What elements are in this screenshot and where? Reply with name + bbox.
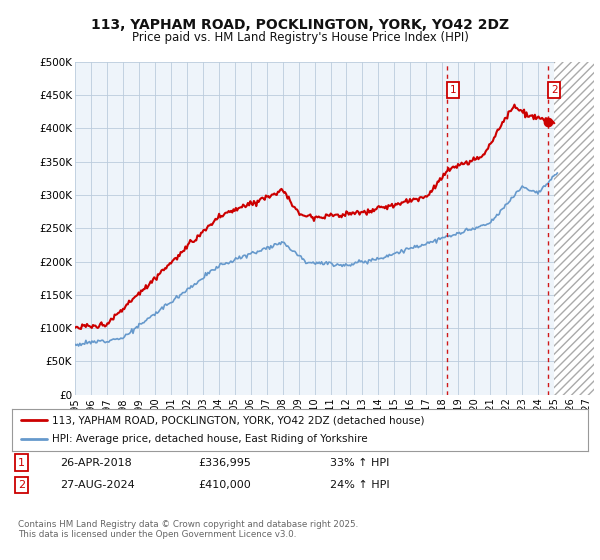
Text: 27-AUG-2024: 27-AUG-2024 — [60, 480, 135, 490]
Text: 1: 1 — [18, 458, 25, 468]
Text: 2: 2 — [18, 480, 25, 490]
Text: Price paid vs. HM Land Registry's House Price Index (HPI): Price paid vs. HM Land Registry's House … — [131, 31, 469, 44]
Text: Contains HM Land Registry data © Crown copyright and database right 2025.
This d: Contains HM Land Registry data © Crown c… — [18, 520, 358, 539]
Bar — [554, 62, 594, 395]
Text: 33% ↑ HPI: 33% ↑ HPI — [330, 458, 389, 468]
Text: 26-APR-2018: 26-APR-2018 — [60, 458, 132, 468]
Text: 2: 2 — [551, 85, 557, 95]
Text: 113, YAPHAM ROAD, POCKLINGTON, YORK, YO42 2DZ (detached house): 113, YAPHAM ROAD, POCKLINGTON, YORK, YO4… — [52, 415, 425, 425]
Text: HPI: Average price, detached house, East Riding of Yorkshire: HPI: Average price, detached house, East… — [52, 435, 368, 445]
Text: 1: 1 — [450, 85, 457, 95]
Text: 113, YAPHAM ROAD, POCKLINGTON, YORK, YO42 2DZ: 113, YAPHAM ROAD, POCKLINGTON, YORK, YO4… — [91, 18, 509, 32]
Text: £410,000: £410,000 — [198, 480, 251, 490]
Text: 24% ↑ HPI: 24% ↑ HPI — [330, 480, 389, 490]
Text: £336,995: £336,995 — [198, 458, 251, 468]
